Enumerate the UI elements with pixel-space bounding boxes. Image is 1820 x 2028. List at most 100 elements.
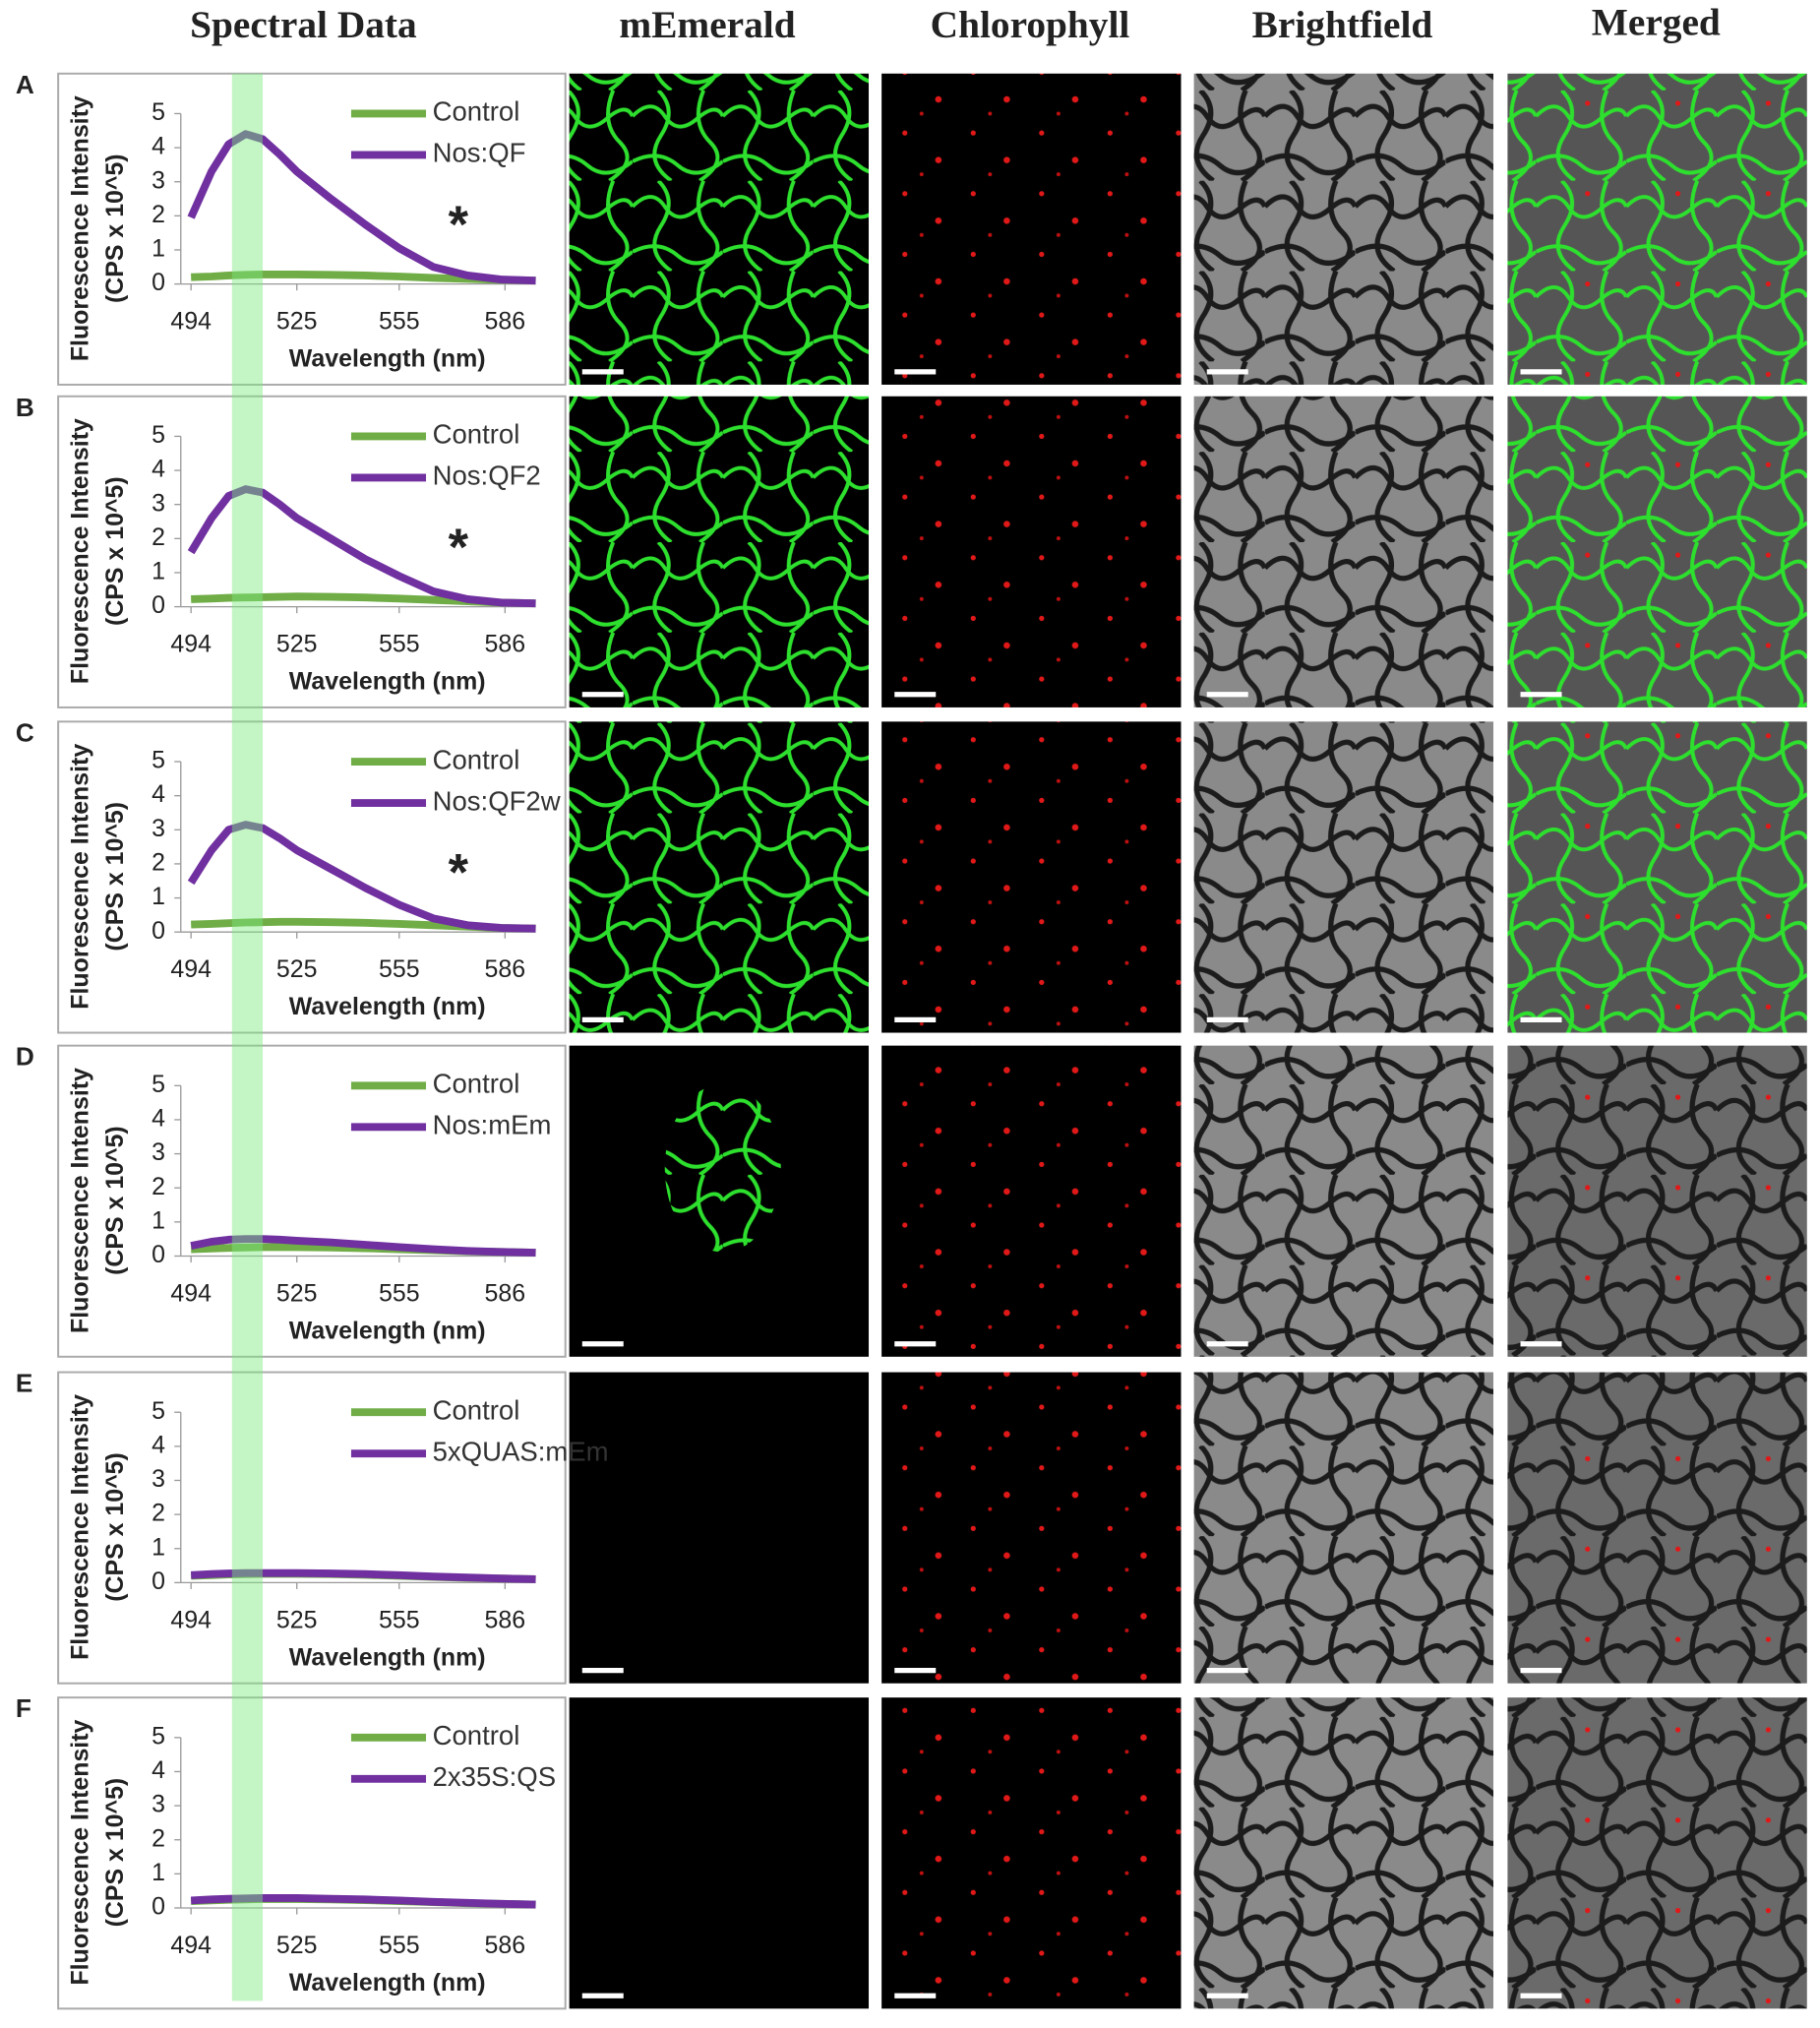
micrograph xyxy=(881,73,1182,385)
y-axis-unit: (CPS x 10^5) xyxy=(101,802,129,952)
y-tick-label: 5 xyxy=(152,421,165,449)
y-tick-label: 1 xyxy=(152,558,165,585)
column-header: mEmerald xyxy=(619,3,795,46)
x-axis-label: Wavelength (nm) xyxy=(289,1969,486,1997)
micrograph xyxy=(1507,396,1807,707)
chart-frame xyxy=(57,72,567,386)
line-series xyxy=(187,130,536,285)
chart-frame xyxy=(57,1371,567,1685)
line-series xyxy=(187,821,536,933)
legend-label: Control xyxy=(433,1069,520,1099)
micrograph xyxy=(569,1697,870,2009)
micrograph xyxy=(1507,721,1807,1033)
line-series xyxy=(191,270,536,285)
panel-label: F xyxy=(16,1693,31,1723)
panel-label: A xyxy=(16,70,34,99)
line-series xyxy=(190,1894,536,1909)
x-tick-label: 525 xyxy=(276,1606,318,1633)
micrograph xyxy=(881,396,1182,707)
y-tick-label: 3 xyxy=(152,1465,165,1493)
micrograph xyxy=(1193,1045,1493,1357)
x-tick-label: 525 xyxy=(276,631,318,658)
x-tick-label: 494 xyxy=(170,1932,212,1959)
y-tick-label: 0 xyxy=(152,917,165,945)
y-tick-label: 3 xyxy=(152,1138,165,1166)
panel-label: D xyxy=(16,1042,34,1072)
x-axis-label: Wavelength (nm) xyxy=(289,1643,486,1671)
y-tick-label: 0 xyxy=(152,1241,165,1268)
y-tick-label: 0 xyxy=(152,1893,165,1921)
legend-label: Nos:mEm xyxy=(433,1110,552,1140)
y-tick-label: 3 xyxy=(152,1791,165,1818)
x-tick-label: 494 xyxy=(170,631,212,658)
y-axis-unit: (CPS x 10^5) xyxy=(101,476,129,626)
y-tick-label: 0 xyxy=(152,1567,165,1595)
x-axis-label: Wavelength (nm) xyxy=(289,345,486,373)
chart-frame xyxy=(57,395,567,708)
panel-label: B xyxy=(16,393,34,422)
chart-frame xyxy=(57,720,567,1034)
x-tick-label: 586 xyxy=(485,308,526,336)
y-tick-label: 3 xyxy=(152,489,165,517)
micrograph-cluster xyxy=(664,1083,781,1253)
y-tick-label: 5 xyxy=(152,747,165,774)
y-axis-unit: (CPS x 10^5) xyxy=(101,1778,129,1928)
micrograph xyxy=(1507,73,1807,385)
y-tick-label: 2 xyxy=(152,523,165,551)
micrograph xyxy=(1193,1697,1493,2009)
column-header: Merged xyxy=(1592,0,1721,43)
y-tick-label: 3 xyxy=(152,815,165,842)
y-tick-label: 4 xyxy=(152,1756,165,1784)
line-series xyxy=(190,1568,536,1583)
x-tick-label: 494 xyxy=(170,308,212,336)
micrograph xyxy=(569,1372,870,1684)
x-tick-label: 525 xyxy=(276,955,318,983)
chart-frame xyxy=(57,1044,567,1358)
x-tick-label: 494 xyxy=(170,955,212,983)
micrograph xyxy=(881,1697,1182,2009)
x-tick-label: 586 xyxy=(485,631,526,658)
y-tick-label: 5 xyxy=(152,98,165,126)
y-tick-label: 4 xyxy=(152,133,165,160)
x-axis-label: Wavelength (nm) xyxy=(289,993,486,1020)
legend-label: Control xyxy=(433,744,520,774)
column-header: Brightfield xyxy=(1252,3,1433,46)
micrograph xyxy=(1193,396,1493,707)
y-tick-label: 0 xyxy=(152,591,165,619)
x-axis-label: Wavelength (nm) xyxy=(289,668,486,696)
x-tick-label: 494 xyxy=(170,1279,212,1307)
micrograph xyxy=(881,1372,1182,1684)
y-axis-label: Fluorescence Intensity xyxy=(66,1394,93,1660)
annotation: * xyxy=(449,845,469,902)
y-axis-unit: (CPS x 10^5) xyxy=(101,1126,129,1275)
legend-label: Nos:QF2w xyxy=(433,785,561,816)
micrograph xyxy=(1193,1372,1493,1684)
micrograph xyxy=(569,396,870,707)
legend-label: Nos:QF xyxy=(433,138,526,168)
y-tick-label: 1 xyxy=(152,235,165,263)
y-axis-unit: (CPS x 10^5) xyxy=(101,1452,129,1602)
x-tick-label: 525 xyxy=(276,1279,318,1307)
y-tick-label: 1 xyxy=(152,883,165,910)
micrograph xyxy=(1507,1045,1807,1357)
y-axis-label: Fluorescence Intensity xyxy=(66,744,93,1010)
y-tick-label: 2 xyxy=(152,201,165,228)
y-tick-label: 3 xyxy=(152,166,165,194)
panel-label: C xyxy=(16,717,34,747)
legend-label: Nos:QF2 xyxy=(433,461,541,491)
x-tick-label: 586 xyxy=(485,1932,526,1959)
x-tick-label: 494 xyxy=(170,1606,212,1633)
y-axis-label: Fluorescence Intensity xyxy=(66,1719,93,1985)
x-tick-label: 555 xyxy=(379,631,420,658)
x-tick-label: 555 xyxy=(379,308,420,336)
y-tick-label: 5 xyxy=(152,1071,165,1098)
x-tick-label: 555 xyxy=(379,1279,420,1307)
line-series xyxy=(190,1235,536,1257)
legend-label: Control xyxy=(433,1395,520,1426)
y-tick-label: 5 xyxy=(152,1722,165,1750)
x-tick-label: 555 xyxy=(379,1932,420,1959)
line-series xyxy=(187,485,536,608)
annotation: * xyxy=(449,520,469,577)
x-tick-label: 555 xyxy=(379,955,420,983)
